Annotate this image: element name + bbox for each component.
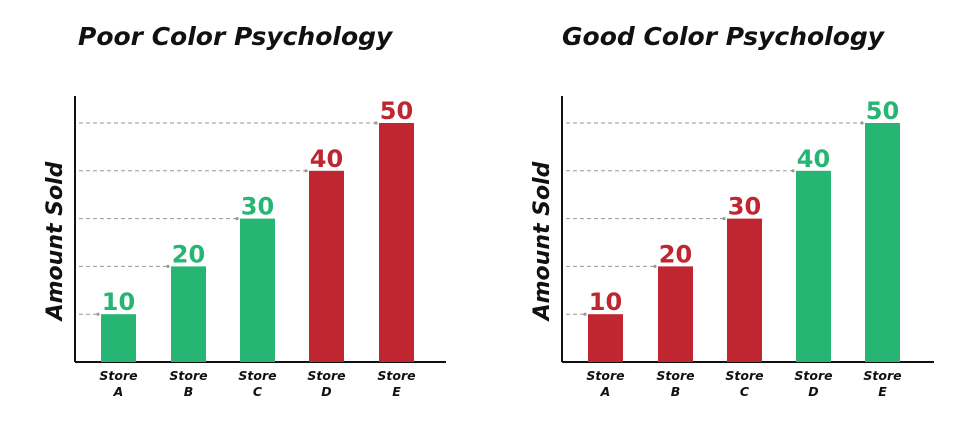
gridline-end-dot — [653, 264, 657, 268]
bar-store-a — [588, 314, 623, 362]
x-tick-label-line2: C — [740, 384, 750, 399]
bar-store-e — [865, 123, 900, 362]
data-label: 10 — [102, 288, 135, 316]
x-tick-label-line1: Store — [307, 368, 345, 383]
data-label: 30 — [241, 193, 274, 221]
x-tick-label-line1: Store — [377, 368, 415, 383]
chart-title-good: Good Color Psychology — [562, 22, 885, 51]
gridline-end-dot — [860, 121, 864, 125]
bar-store-c — [727, 218, 762, 362]
bar-store-e — [379, 123, 414, 362]
x-tick-label-line2: D — [321, 384, 331, 399]
data-label: 10 — [589, 288, 622, 316]
data-label: 50 — [380, 97, 413, 125]
y-axis-label: Amount Sold — [530, 161, 555, 322]
bar-store-b — [171, 266, 206, 362]
data-label: 50 — [866, 97, 899, 125]
x-tick-label-line1: Store — [586, 368, 624, 383]
gridline-end-dot — [235, 217, 239, 221]
x-tick-label-line2: B — [671, 384, 681, 399]
bar-store-a — [101, 314, 136, 362]
data-label: 20 — [659, 240, 692, 268]
gridline-end-dot — [374, 121, 378, 125]
gridline-end-dot — [96, 312, 100, 316]
data-label: 40 — [310, 145, 343, 173]
gridline-end-dot — [583, 312, 587, 316]
x-tick-label-line1: Store — [99, 368, 137, 383]
data-label: 30 — [728, 193, 761, 221]
x-tick-label-line1: Store — [656, 368, 694, 383]
gridline-end-dot — [304, 169, 308, 173]
x-tick-label-line2: A — [600, 384, 611, 399]
x-tick-label-line2: A — [113, 384, 124, 399]
x-tick-label-line1: Store — [169, 368, 207, 383]
x-tick-label-line2: E — [878, 384, 887, 399]
bar-store-c — [240, 218, 275, 362]
gridline-end-dot — [791, 169, 795, 173]
x-tick-label-line1: Store — [863, 368, 901, 383]
gridline-end-dot — [166, 264, 170, 268]
x-tick-label-line1: Store — [725, 368, 763, 383]
x-tick-label-line2: C — [253, 384, 263, 399]
bar-store-d — [309, 170, 344, 362]
x-tick-label-line2: B — [184, 384, 194, 399]
x-tick-label-line1: Store — [238, 368, 276, 383]
y-axis-label: Amount Sold — [43, 161, 68, 322]
bar-store-d — [796, 170, 831, 362]
data-label: 40 — [797, 145, 830, 173]
bar-store-b — [658, 266, 693, 362]
data-label: 20 — [172, 240, 205, 268]
x-tick-label-line1: Store — [794, 368, 832, 383]
x-tick-label-line2: E — [392, 384, 401, 399]
gridline-end-dot — [722, 217, 726, 221]
chart-title-poor: Poor Color Psychology — [78, 22, 393, 51]
x-tick-label-line2: D — [808, 384, 818, 399]
